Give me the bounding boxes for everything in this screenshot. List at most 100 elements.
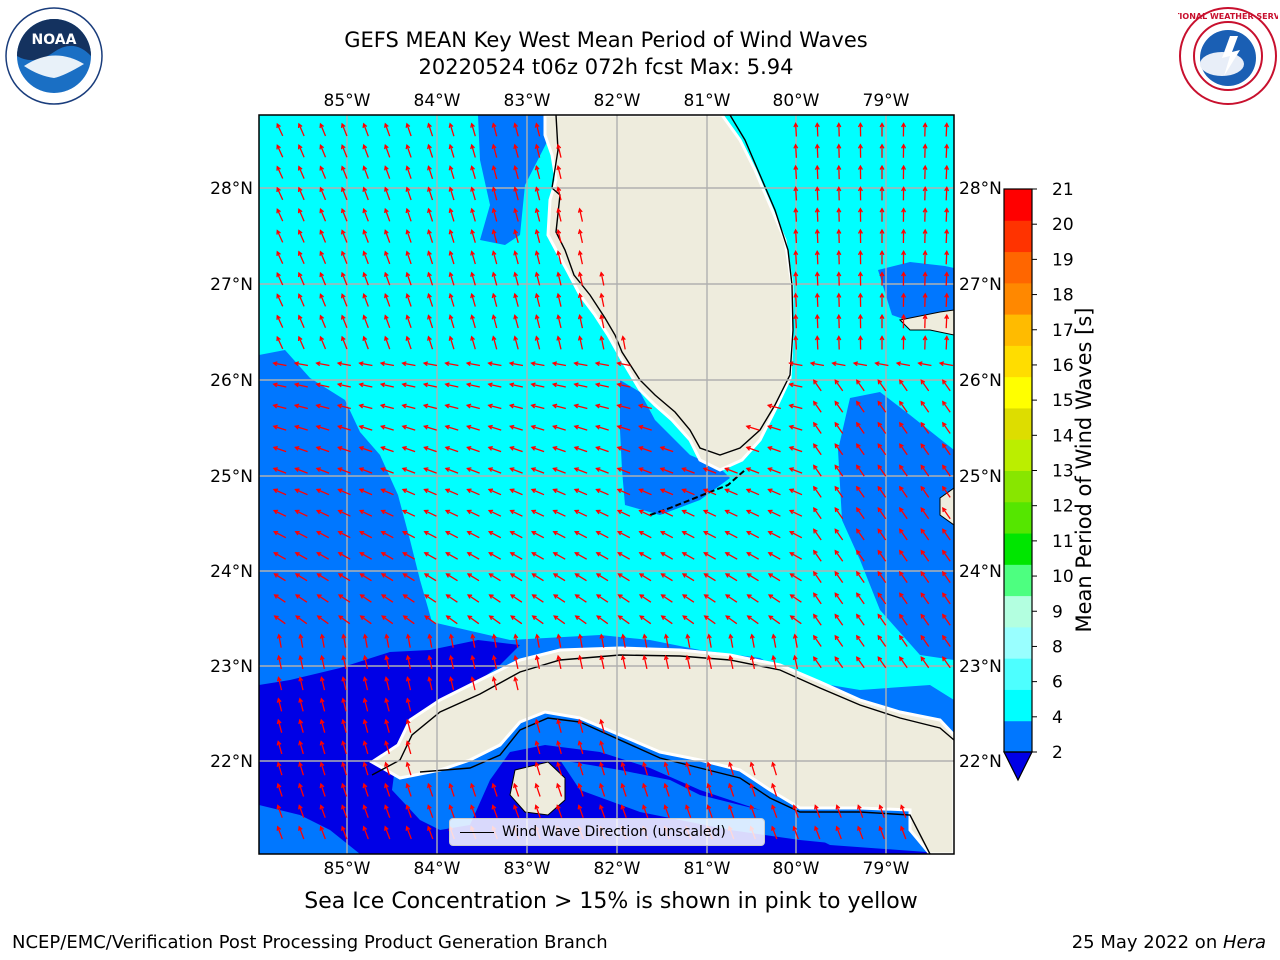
wind-arrow-head — [552, 530, 558, 536]
wind-arrow — [424, 404, 437, 410]
wind-arrow — [660, 531, 674, 539]
wind-arrow — [682, 594, 695, 603]
wind-arrow-head — [513, 228, 519, 235]
wind-arrow — [449, 805, 455, 818]
wind-arrow-head — [813, 634, 818, 640]
wind-arrow — [642, 783, 649, 797]
wind-arrow — [445, 510, 459, 517]
wind-arrow — [406, 208, 412, 222]
wind-arrow-head — [638, 467, 644, 472]
wind-arrow-head — [749, 761, 755, 767]
wind-arrow-head — [922, 335, 928, 341]
wind-arrow — [384, 783, 391, 797]
wind-arrow — [746, 467, 760, 474]
wind-arrow — [406, 741, 412, 755]
wind-arrow-head — [530, 509, 537, 515]
wind-arrow-head — [745, 488, 752, 494]
lon-label: 84°W — [414, 859, 461, 879]
wind-arrow-head — [789, 594, 795, 599]
wind-arrow — [836, 805, 842, 818]
wind-arrow — [877, 529, 887, 541]
wind-arrow-head — [901, 143, 907, 149]
wind-arrow-head — [384, 761, 389, 767]
wind-arrow — [514, 293, 519, 307]
wind-arrow — [750, 655, 756, 670]
wind-arrow-head — [553, 615, 559, 620]
wind-arrow-head — [405, 804, 411, 810]
wind-arrow-head — [491, 335, 497, 341]
wind-arrow-head — [660, 552, 666, 557]
wind-arrow — [790, 594, 802, 603]
wind-arrow-head — [659, 488, 666, 494]
wind-arrow — [338, 573, 351, 582]
wind-arrow — [316, 425, 330, 431]
wind-arrow-head — [922, 271, 928, 277]
wind-arrow-head — [534, 271, 540, 277]
wind-arrow-head — [556, 164, 562, 171]
wind-arrow-head — [466, 594, 473, 599]
wind-arrow-head — [513, 250, 519, 256]
wind-arrow-head — [556, 292, 562, 299]
wind-arrow — [814, 826, 821, 840]
wind-arrow — [385, 698, 390, 712]
wind-arrow — [832, 362, 846, 367]
wind-arrow-head — [814, 292, 820, 298]
wind-arrow-head — [878, 804, 884, 810]
wind-arrow — [319, 230, 327, 243]
wind-arrow — [406, 336, 412, 350]
wind-arrow — [514, 187, 519, 201]
wind-arrow-head — [793, 186, 799, 192]
wind-arrow — [471, 230, 476, 243]
wind-arrow — [402, 404, 416, 410]
wind-arrow — [381, 488, 394, 496]
wind-arrow-head — [595, 509, 601, 515]
wind-arrow-head — [337, 424, 343, 430]
wind-arrow — [359, 510, 373, 517]
wind-arrow — [920, 614, 930, 626]
wind-arrow — [406, 230, 412, 243]
colorbar-segment — [1004, 533, 1032, 565]
wind-arrow-head — [637, 403, 644, 409]
wind-arrow-head — [294, 509, 300, 515]
wind-arrow-head — [319, 229, 325, 235]
wind-arrow — [341, 208, 348, 222]
wind-arrow-head — [487, 509, 494, 515]
wind-arrow-head — [616, 403, 622, 409]
wind-arrow-head — [814, 271, 820, 277]
wind-arrow — [471, 655, 476, 670]
wind-arrow-head — [595, 424, 601, 430]
wind-arrow-head — [573, 467, 579, 472]
wind-arrow-head — [922, 122, 928, 128]
wind-arrow — [942, 507, 951, 520]
wind-arrow-head — [771, 804, 776, 810]
wind-arrow-head — [899, 570, 904, 577]
wind-arrow-head — [294, 488, 300, 494]
wind-arrow — [381, 573, 394, 582]
wind-arrow-head — [595, 573, 602, 578]
wind-arrow-head — [642, 654, 648, 661]
wind-arrow-head — [427, 335, 432, 341]
wind-arrow — [488, 510, 502, 517]
wind-arrow-head — [423, 424, 429, 430]
wind-arrow — [725, 488, 738, 496]
lon-label: 84°W — [414, 91, 461, 111]
wind-arrow — [320, 719, 326, 733]
wind-arrow — [816, 229, 819, 244]
wind-arrow-head — [856, 634, 861, 640]
wind-arrow-head — [813, 592, 818, 598]
wind-arrow-head — [405, 293, 411, 299]
wind-arrow-head — [491, 654, 497, 661]
wind-arrow — [794, 251, 798, 265]
wind-arrow — [794, 208, 798, 222]
wind-arrow-head — [297, 144, 303, 150]
wind-arrow-head — [422, 403, 429, 409]
wind-arrow — [794, 166, 798, 180]
wind-arrow — [877, 379, 887, 392]
wind-arrow — [317, 615, 329, 625]
wind-arrow-head — [813, 443, 818, 449]
wind-arrow-head — [725, 615, 731, 620]
wind-arrow-head — [836, 143, 842, 149]
coastline-cuba — [371, 654, 954, 854]
wind-arrow-head — [556, 143, 562, 149]
wind-arrow — [899, 443, 908, 456]
